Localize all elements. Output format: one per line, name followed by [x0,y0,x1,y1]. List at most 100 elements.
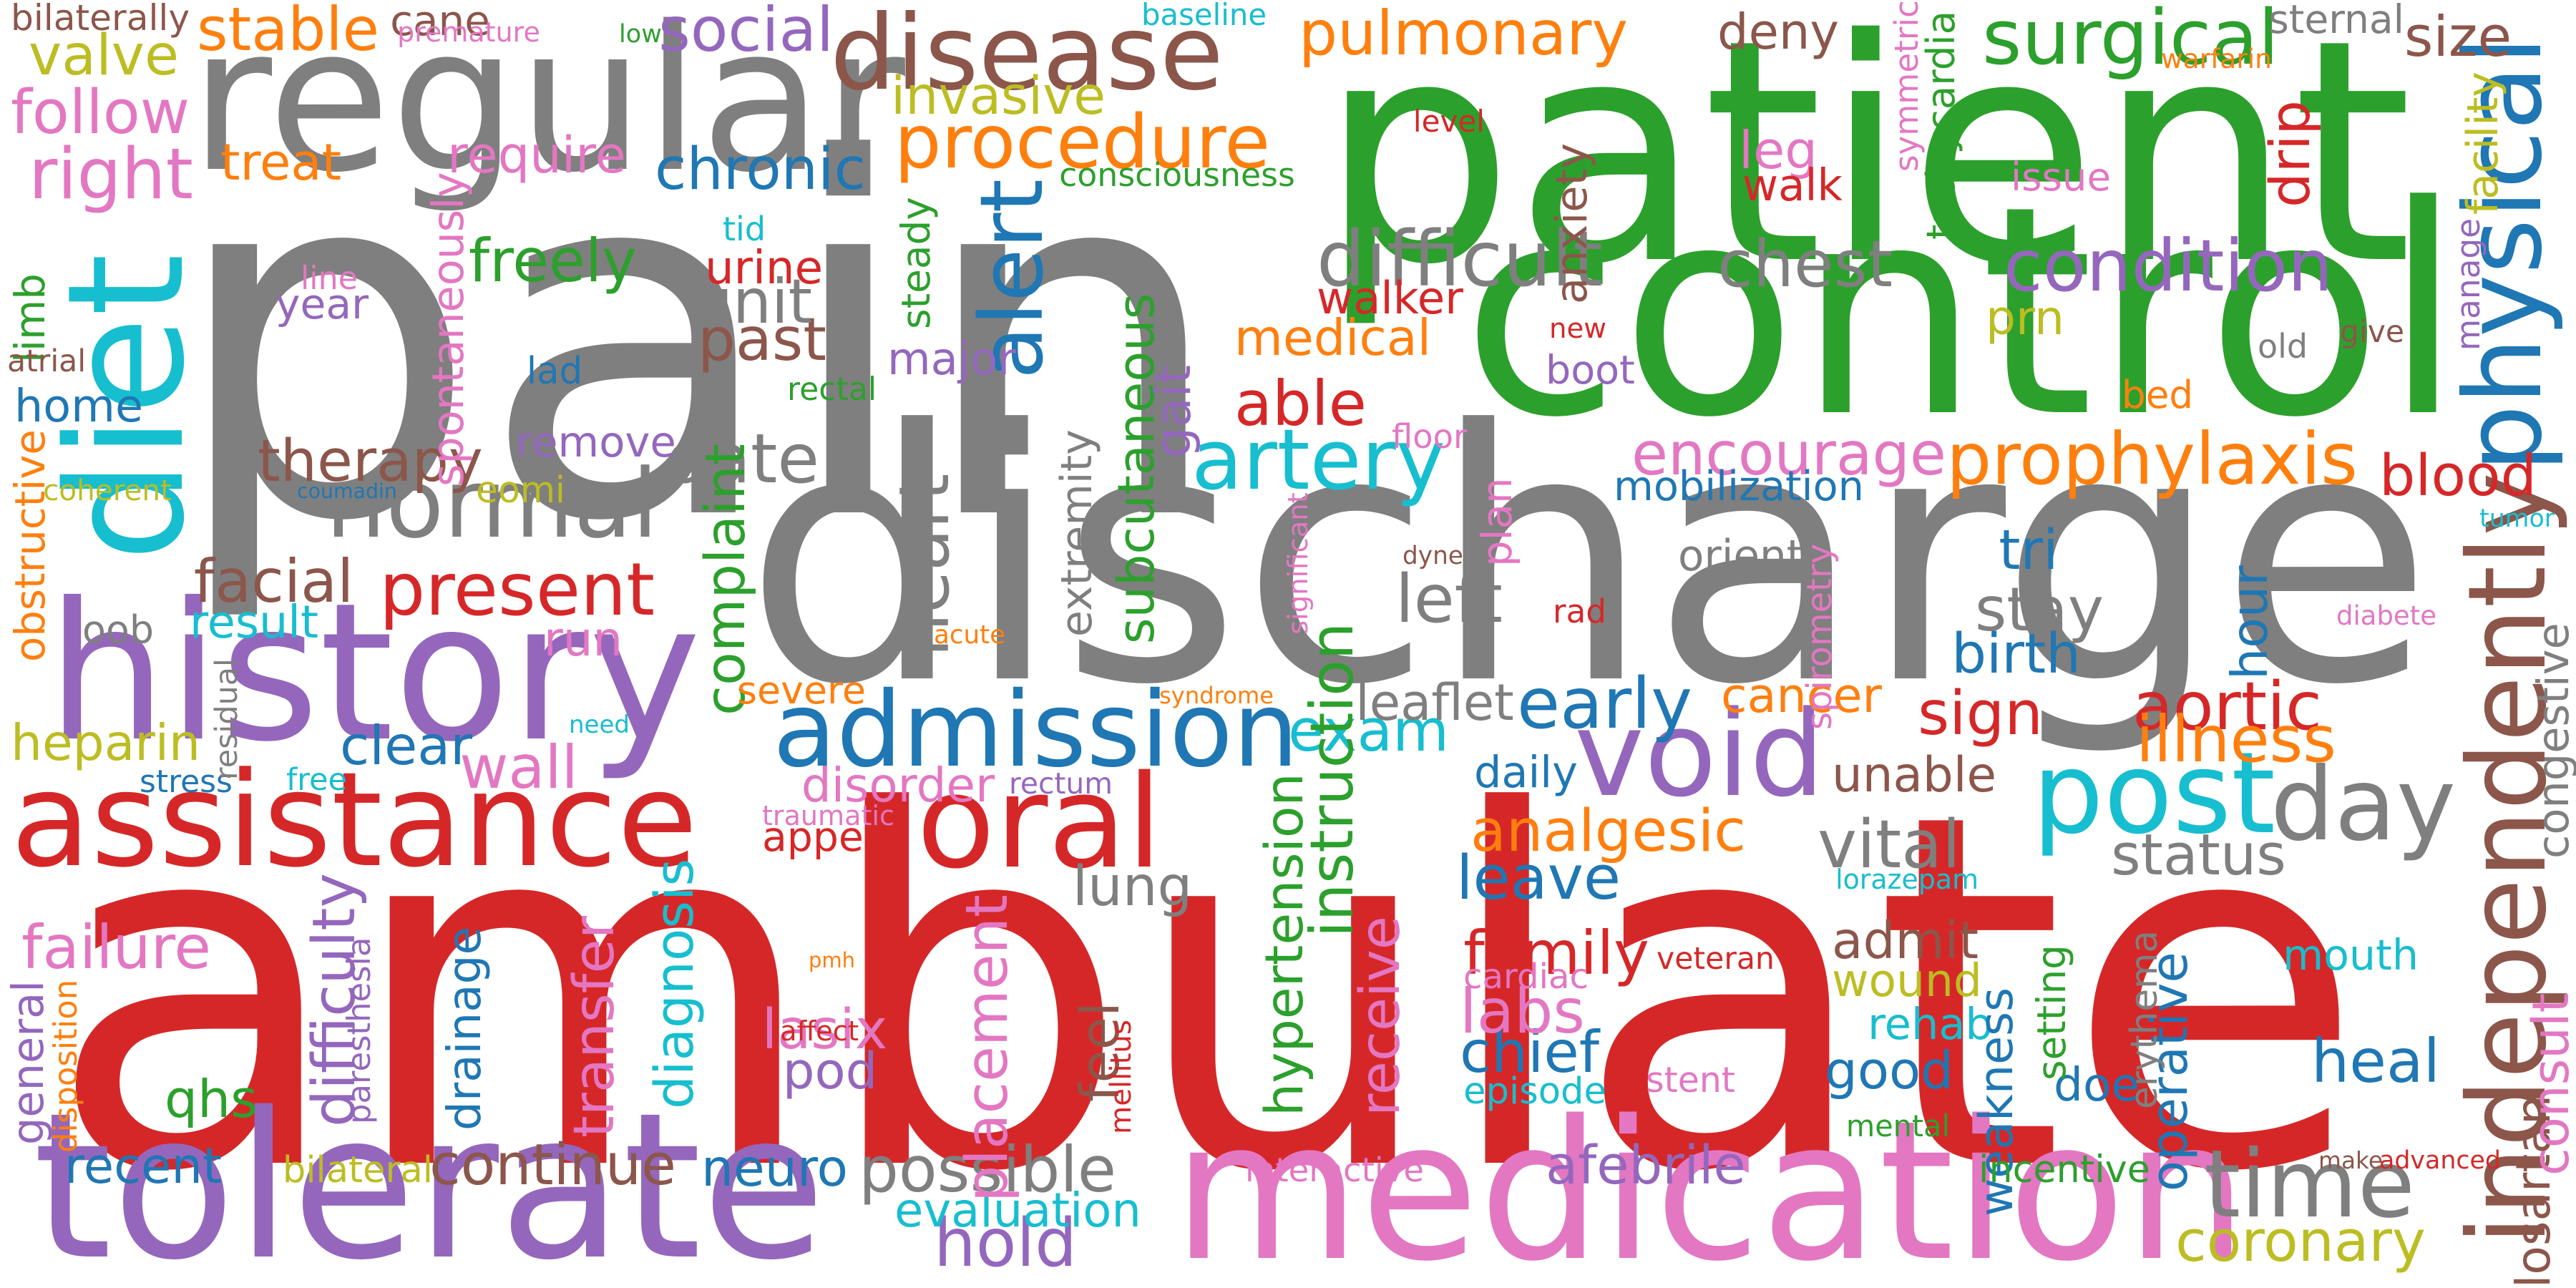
word-baseline: baseline [1141,0,1267,32]
word-appear: appear [762,813,906,861]
word-transfer: transfer [560,915,627,1138]
word-tumor: tumor [2479,504,2555,533]
word-steady: steady [892,197,939,329]
word-bilateral: bilateral [282,1148,434,1191]
word-medication: medication [1172,1079,2248,1288]
word-need: need [569,710,630,739]
word-therapy: therapy [258,427,483,495]
word-regular: regular [190,0,905,216]
word-deny: deny [1717,3,1840,61]
word-floor: floor [1392,416,1468,456]
word-coumadin: coumadin [297,479,397,504]
word-spontaneously: spontaneously [424,172,474,487]
word-warfarin: warfarin [2161,42,2272,74]
word-eomi: eomi [476,468,565,511]
word-interactive: interactive [1244,1150,1425,1189]
word-doe: doe [2054,1058,2140,1113]
word-tachycardia: tachycardia [1918,10,1964,240]
word-failure: failure [21,912,211,982]
word-incentive: incentive [1979,1147,2150,1191]
word-instruction: instruction [1298,622,1367,938]
word-facility: facility [2458,72,2508,215]
word-control: control [1461,144,2464,481]
word-disease: disease [830,0,1224,114]
word-leaflet: leaflet [1355,673,1514,733]
word-rectal: rectal [787,371,877,408]
word-drainage: drainage [437,926,492,1131]
word-day: day [2270,746,2457,864]
word-patient: patient [1319,0,2413,332]
word-atrial: atrial [7,343,87,379]
word-drip: drip [2259,99,2323,208]
word-plan: plan [1472,477,1521,567]
word-setting: setting [2029,945,2075,1080]
word-oob: oob [82,607,154,653]
word-disposition: disposition [47,979,84,1153]
word-freely: freely [469,225,637,296]
word-coherent: coherent [43,472,172,507]
word-leave: leave [1456,842,1621,914]
word-heparin: heparin [11,715,201,773]
word-residual: residual [209,658,245,780]
word-syndrome: syndrome [1159,682,1274,710]
word-lorazepam: lorazepam [1835,864,1979,895]
word-time: time [2204,1129,2416,1239]
word-rectum: rectum [1009,766,1113,801]
word-leg: leg [1739,120,1818,180]
word-require: require [447,126,626,185]
word-blood: blood [2379,442,2537,509]
word-afebrile: afebrile [1546,1136,1746,1197]
word-cardiac: cardiac [1463,956,1589,997]
word-analgesic: analgesic [1470,797,1747,865]
word-mellitus: mellitus [1104,1020,1138,1134]
word-unit: unit [694,266,813,338]
word-follow: follow [11,77,190,148]
word-prn: prn [1986,290,2065,346]
word-premature: premature [397,16,540,48]
word-diagnosis: diagnosis [643,858,706,1110]
word-dyne: dyne [1402,542,1463,571]
word-tid: tid [723,210,766,248]
word-major: major [887,333,1016,386]
word-mobilization: mobilization [1614,462,1864,511]
word-tolerate: tolerate [32,1068,826,1288]
word-right: right [29,134,194,215]
word-chest: chest [1717,226,1893,302]
word-advanced: advanced [2379,1146,2502,1176]
word-medical: medical [1234,308,1432,367]
word-run: run [544,613,623,668]
word-able: able [1234,368,1367,440]
word-old: old [2258,327,2308,366]
word-low: low [619,19,662,49]
word-veteran: veteran [1657,940,1775,977]
word-extremity: extremity [1052,429,1102,637]
word-acute: acute [934,620,1006,650]
word-early: early [1517,663,1693,746]
word-pulmonary: pulmonary [1298,0,1629,69]
word-lung: lung [1072,854,1193,919]
word-social: social [658,0,834,66]
word-gait: gait [1145,365,1202,458]
word-stent: stent [1646,1059,1735,1101]
word-remove: remove [515,416,676,467]
word-discharge: discharge [744,358,2433,761]
word-free: free [286,761,347,798]
word-sign: sign [1918,678,2043,749]
word-illness: illness [2136,703,2336,778]
word-traumatic: traumatic [762,800,894,831]
word-post: post [2032,728,2275,860]
word-congestive: congestive [2529,623,2576,859]
word-boot: boot [1546,346,1635,394]
word-anxiety: anxiety [1547,142,1598,305]
word-subcutaneous: subcutaneous [1106,293,1166,645]
word-chronic: chronic [655,136,866,203]
word-valve: valve [29,23,180,88]
word-cane: cane [390,0,490,45]
word-spirometry: spirometry [1799,543,1840,731]
word-make: make [2318,1147,2384,1175]
word-chief: chief [1460,1018,1600,1085]
word-obstructive: obstructive [5,429,54,662]
word-past: past [698,305,826,375]
word-sternal: sternal [2268,0,2404,42]
